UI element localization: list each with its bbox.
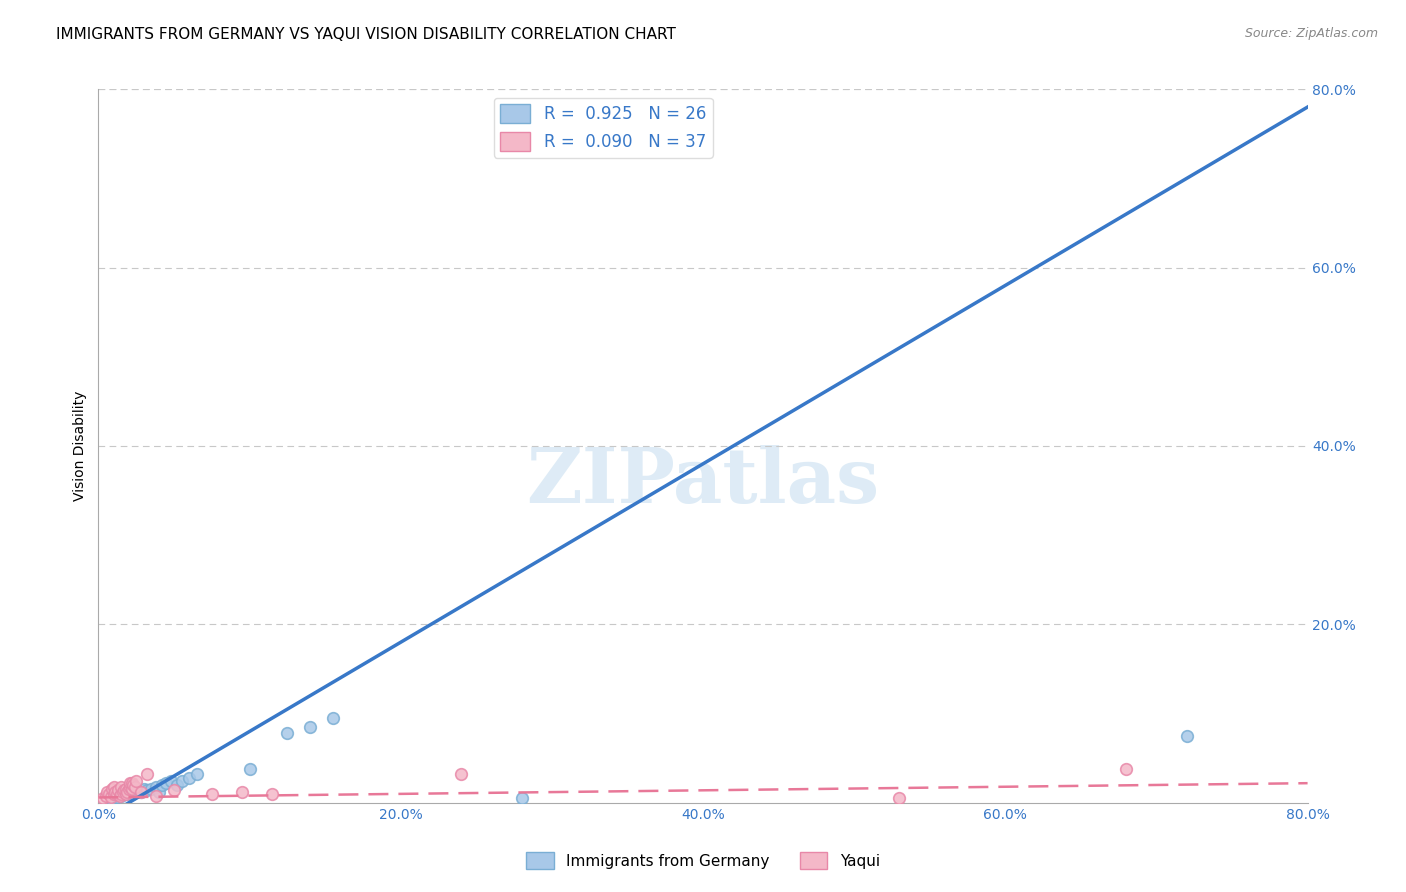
- Point: [129, 785, 152, 799]
- Point: [145, 789, 167, 803]
- Point: [103, 787, 125, 801]
- Point: [100, 792, 122, 806]
- Point: [101, 782, 124, 797]
- Point: [150, 778, 173, 792]
- Point: [112, 783, 135, 797]
- Point: [510, 791, 533, 805]
- Point: [94, 789, 117, 803]
- Point: [104, 785, 127, 799]
- Text: Source: ZipAtlas.com: Source: ZipAtlas.com: [1244, 27, 1378, 40]
- Point: [118, 785, 141, 799]
- Point: [1115, 762, 1137, 776]
- Point: [231, 785, 253, 799]
- Point: [125, 773, 148, 788]
- Point: [125, 784, 148, 798]
- Point: [201, 787, 224, 801]
- Point: [105, 787, 128, 801]
- Point: [120, 780, 142, 794]
- Point: [129, 785, 152, 799]
- Point: [121, 781, 143, 796]
- Point: [124, 780, 146, 794]
- Y-axis label: Vision Disability: Vision Disability: [73, 391, 87, 501]
- Point: [98, 787, 121, 801]
- Point: [163, 783, 186, 797]
- Point: [115, 785, 138, 799]
- Point: [114, 781, 136, 796]
- Point: [118, 782, 141, 797]
- Point: [299, 720, 322, 734]
- Text: IMMIGRANTS FROM GERMANY VS YAQUI VISION DISABILITY CORRELATION CHART: IMMIGRANTS FROM GERMANY VS YAQUI VISION …: [56, 27, 676, 42]
- Point: [145, 780, 167, 794]
- Point: [105, 790, 128, 805]
- Legend: R =  0.925   N = 26, R =  0.090   N = 37: R = 0.925 N = 26, R = 0.090 N = 37: [494, 97, 713, 158]
- Point: [122, 778, 145, 792]
- Point: [121, 776, 143, 790]
- Point: [160, 774, 183, 789]
- Point: [155, 776, 177, 790]
- Point: [110, 789, 132, 803]
- Point: [889, 791, 911, 805]
- Point: [91, 791, 114, 805]
- Point: [110, 780, 132, 794]
- Point: [114, 787, 136, 801]
- Point: [110, 787, 132, 801]
- Legend: Immigrants from Germany, Yaqui: Immigrants from Germany, Yaqui: [520, 846, 886, 875]
- Point: [107, 783, 129, 797]
- Point: [135, 767, 157, 781]
- Point: [239, 762, 262, 776]
- Point: [108, 789, 131, 803]
- Point: [111, 785, 134, 799]
- Point: [96, 785, 118, 799]
- Point: [135, 783, 157, 797]
- Point: [100, 790, 122, 805]
- Text: ZIPatlas: ZIPatlas: [526, 445, 880, 518]
- Point: [262, 787, 284, 801]
- Point: [121, 787, 143, 801]
- Point: [120, 776, 142, 790]
- Point: [114, 787, 136, 801]
- Point: [186, 767, 208, 781]
- Point: [103, 780, 125, 794]
- Point: [1175, 729, 1198, 743]
- Point: [450, 767, 472, 781]
- Point: [179, 771, 201, 785]
- Point: [322, 711, 344, 725]
- Point: [170, 773, 193, 788]
- Point: [148, 785, 170, 799]
- Point: [141, 782, 163, 797]
- Point: [132, 782, 155, 797]
- Point: [276, 726, 298, 740]
- Point: [166, 778, 188, 792]
